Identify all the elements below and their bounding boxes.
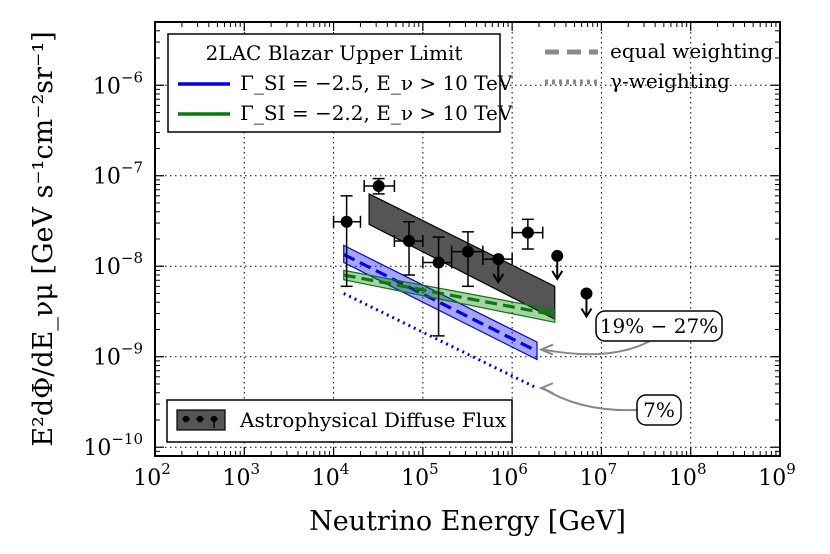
- y-tick-label: 10−7: [93, 159, 143, 190]
- y-tick-label: 10−9: [93, 340, 143, 371]
- data-point-marker: [372, 180, 385, 193]
- data-point-marker: [551, 249, 564, 262]
- x-tick-label: 102: [133, 460, 171, 491]
- annotation-box: [636, 394, 682, 426]
- annotation-arrow: [542, 387, 638, 412]
- data-point-marker: [432, 256, 445, 269]
- data-point: [511, 218, 544, 250]
- x-tick-label: 105: [401, 460, 439, 491]
- legend: 2LAC Blazar Upper Limit Γ_SI = −2.5, E_ν …: [167, 33, 513, 133]
- data-point-marker: [403, 235, 416, 248]
- data-point: [580, 287, 593, 319]
- y-axis-label: E²dΦ/dE_νμ [GeV s⁻¹cm⁻²sr⁻¹]: [28, 31, 59, 446]
- data-point: [393, 221, 424, 276]
- annotation-arrowhead: [538, 382, 554, 395]
- data-point: [450, 231, 484, 288]
- annotation-arrowhead: [538, 343, 554, 356]
- x-tick-label: 107: [580, 460, 618, 491]
- legend-flux: Astrophysical Diffuse Flux: [166, 399, 513, 443]
- annotations: 19% − 27% 7%: [538, 310, 723, 426]
- data-point: [363, 177, 396, 195]
- annotation-label: 7%: [643, 398, 675, 422]
- legend-flux-label: Astrophysical Diffuse Flux: [239, 408, 507, 432]
- data-point-marker: [461, 245, 474, 258]
- annotation-arrow: [542, 340, 651, 356]
- upper-limit-arrow: [580, 307, 593, 319]
- y-tick-label: 10−8: [93, 249, 143, 280]
- x-axis-label: Neutrino Energy [GeV]: [309, 506, 626, 537]
- x-tick-label: 103: [223, 460, 261, 491]
- legend-weighting: equal weighting γ-weighting: [545, 39, 774, 93]
- series-dashed-line: [343, 253, 538, 353]
- data-point-marker: [521, 226, 534, 239]
- legend-style-label: equal weighting: [610, 39, 774, 63]
- y-axis-label-text: E²dΦ/dE_νμ [GeV s⁻¹cm⁻²sr⁻¹]: [28, 31, 59, 446]
- data-point-marker: [580, 287, 593, 300]
- data-point: [422, 236, 453, 337]
- band-blazar: [343, 244, 538, 361]
- data-point-marker: [492, 253, 505, 266]
- legend-style-label: γ-weighting: [610, 69, 730, 93]
- plot-area: [332, 177, 593, 390]
- x-tick-label: 106: [490, 460, 528, 491]
- upper-limit-arrow: [492, 273, 505, 284]
- annotation-label: 19% − 27%: [600, 314, 718, 338]
- data-point: [332, 195, 362, 288]
- legend-label: Γ_SI = −2.2, E_ν > 10 TeV: [240, 101, 513, 125]
- x-tick-label: 109: [758, 460, 796, 491]
- y-tick-label: 10−6: [93, 68, 143, 99]
- annotation-box: [595, 310, 723, 342]
- data-point: [551, 249, 564, 281]
- data-point-marker: [340, 215, 353, 228]
- x-tick-label: 104: [312, 460, 350, 491]
- x-tick-label: 108: [669, 460, 707, 491]
- y-tick-label: 10−10: [83, 430, 143, 461]
- legend-label: Γ_SI = −2.5, E_ν > 10 TeV: [240, 71, 513, 95]
- upper-limit-arrow: [551, 270, 564, 281]
- grid: [155, 22, 780, 456]
- data-point: [482, 253, 513, 284]
- legend-title: 2LAC Blazar Upper Limit: [206, 41, 463, 65]
